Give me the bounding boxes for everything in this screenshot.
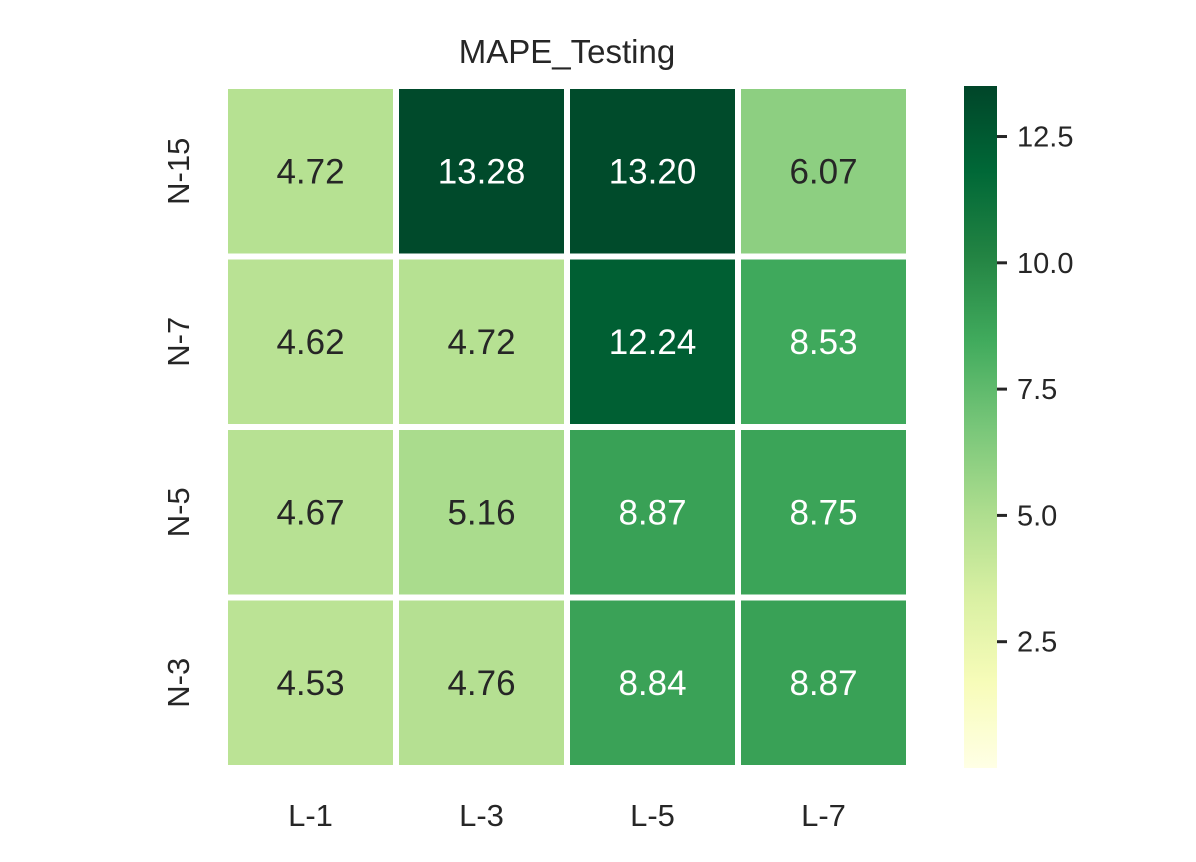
heatmap-cell-n-5-l-7 bbox=[741, 430, 906, 595]
colorbar-tick-label: 2.5 bbox=[1017, 627, 1057, 659]
colorbar: 2.5 5.0 7.5 10.0 12.5 bbox=[964, 86, 1073, 768]
heatmap-cell-labels: 4.72 13.28 13.20 6.07 4.62 4.72 12.24 8.53 4.67 5… bbox=[276, 152, 857, 703]
x-tick-label: L-1 bbox=[288, 798, 333, 833]
cell-value-label: 8.75 bbox=[789, 493, 857, 532]
heatmap-cell-n-3-l-3 bbox=[399, 600, 564, 765]
cell-value-label: 4.72 bbox=[447, 323, 515, 362]
heatmap-cell-n-3-l-7 bbox=[741, 600, 906, 765]
colorbar-ticks: 2.5 5.0 7.5 10.0 12.5 bbox=[997, 122, 1073, 659]
cell-value-label: 4.72 bbox=[276, 152, 344, 191]
heatmap-cell-n-15-l-3 bbox=[399, 89, 564, 254]
heatmap-cell-n-15-l-7 bbox=[741, 89, 906, 254]
cell-value-label: 4.62 bbox=[276, 323, 344, 362]
cell-value-label: 13.28 bbox=[438, 152, 526, 191]
colorbar-gradient bbox=[964, 86, 997, 768]
x-tick-label: L-5 bbox=[630, 798, 675, 833]
cell-value-label: 8.53 bbox=[789, 323, 857, 362]
x-tick-label: L-7 bbox=[801, 798, 846, 833]
chart-title: MAPE_Testing bbox=[459, 33, 675, 70]
cell-value-label: 6.07 bbox=[789, 152, 857, 191]
heatmap-cell-n-15-l-5 bbox=[570, 89, 735, 254]
heatmap-cell-n-5-l-5 bbox=[570, 430, 735, 595]
x-tick-label: L-3 bbox=[459, 798, 504, 833]
cell-value-label: 8.84 bbox=[618, 664, 686, 703]
colorbar-tick-label: 7.5 bbox=[1017, 374, 1057, 406]
heatmap-cell-n-15-l-1 bbox=[228, 89, 393, 254]
cell-value-label: 4.67 bbox=[276, 493, 344, 532]
cell-value-label: 4.53 bbox=[276, 664, 344, 703]
cell-value-label: 5.16 bbox=[447, 493, 515, 532]
cell-value-label: 13.20 bbox=[609, 152, 697, 191]
cell-value-label: 4.76 bbox=[447, 664, 515, 703]
heatmap-cell-n-3-l-1 bbox=[228, 600, 393, 765]
y-tick-label: N-15 bbox=[161, 138, 196, 205]
colorbar-tick-label: 5.0 bbox=[1017, 500, 1057, 532]
heatmap-cell-n-7-l-1 bbox=[228, 259, 393, 424]
heatmap-cell-n-7-l-5 bbox=[570, 259, 735, 424]
y-axis-tick-labels: N-15 N-7 N-5 N-3 bbox=[161, 138, 196, 708]
heatmap-cell-n-5-l-1 bbox=[228, 430, 393, 595]
heatmap-cell-n-7-l-7 bbox=[741, 259, 906, 424]
heatmap-cell-n-5-l-3 bbox=[399, 430, 564, 595]
colorbar-tick-label: 12.5 bbox=[1017, 122, 1073, 154]
cell-value-label: 12.24 bbox=[609, 323, 697, 362]
cell-value-label: 8.87 bbox=[789, 664, 857, 703]
heatmap-cell-n-7-l-3 bbox=[399, 259, 564, 424]
heatmap-cells bbox=[228, 89, 906, 765]
x-axis-tick-labels: L-1 L-3 L-5 L-7 bbox=[288, 798, 846, 833]
heatmap-cell-n-3-l-5 bbox=[570, 600, 735, 765]
y-tick-label: N-3 bbox=[161, 658, 196, 708]
colorbar-tick-label: 10.0 bbox=[1017, 248, 1073, 280]
y-tick-label: N-7 bbox=[161, 317, 196, 367]
cell-value-label: 8.87 bbox=[618, 493, 686, 532]
y-tick-label: N-5 bbox=[161, 487, 196, 537]
